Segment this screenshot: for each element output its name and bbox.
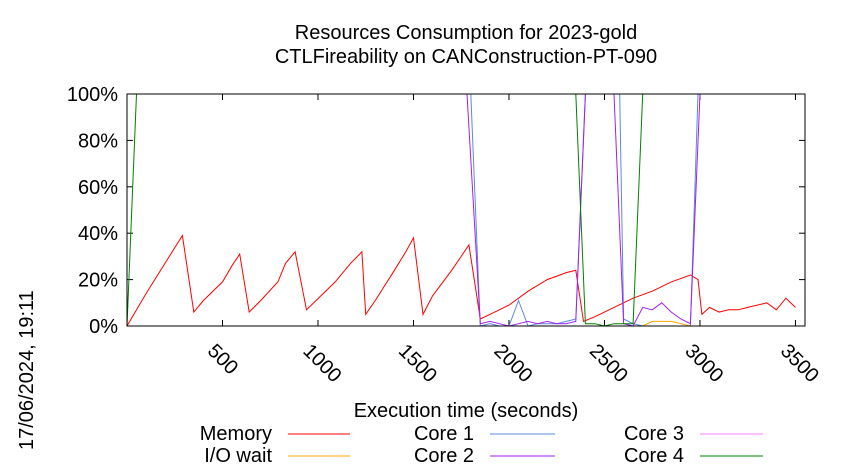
legend-label: Memory	[200, 423, 272, 445]
x-tick-label: 500	[203, 340, 242, 379]
series-layer	[127, 94, 796, 326]
series-line-core-2	[466, 94, 796, 326]
x-axis-ticks: 500 1000 1500 2000 2500 3000 3500	[203, 94, 823, 387]
x-axis-label: Execution time (seconds)	[354, 400, 579, 422]
y-tick-label: 0%	[89, 316, 118, 338]
series-line-core-1	[470, 94, 796, 326]
y-tick-label: 60%	[78, 177, 118, 199]
y-tick-label: 100%	[67, 84, 118, 106]
legend-label: Core 4	[624, 445, 684, 467]
y-axis-ticks: 0% 20% 40% 60% 80% 100%	[67, 84, 805, 338]
chart-title-line-1: Resources Consumption for 2023-gold	[295, 22, 637, 44]
y-tick-label: 20%	[78, 270, 118, 292]
series-line-memory	[127, 234, 796, 326]
plot-frame	[126, 93, 806, 327]
x-tick-label: 2000	[489, 340, 536, 387]
series-line-i-o-wait	[127, 320, 700, 326]
legend-label: Core 2	[414, 445, 474, 467]
y-tick-label: 80%	[78, 130, 118, 152]
legend-label: I/O wait	[204, 445, 272, 467]
y-tick-label: 40%	[78, 223, 118, 245]
x-tick-label: 2500	[585, 340, 632, 387]
x-tick-label: 3500	[776, 340, 823, 387]
legend-label: Core 1	[414, 423, 474, 445]
timestamp-stamp: 17/06/2024, 19:11	[16, 290, 38, 450]
series-line-core-4	[127, 94, 796, 326]
legend-label: Core 3	[624, 423, 684, 445]
x-tick-label: 3000	[680, 340, 727, 387]
x-tick-label: 1500	[394, 340, 441, 387]
chart-title-line-2: CTLFireability on CANConstruction-PT-090	[275, 46, 657, 68]
x-tick-label: 1000	[298, 340, 345, 387]
